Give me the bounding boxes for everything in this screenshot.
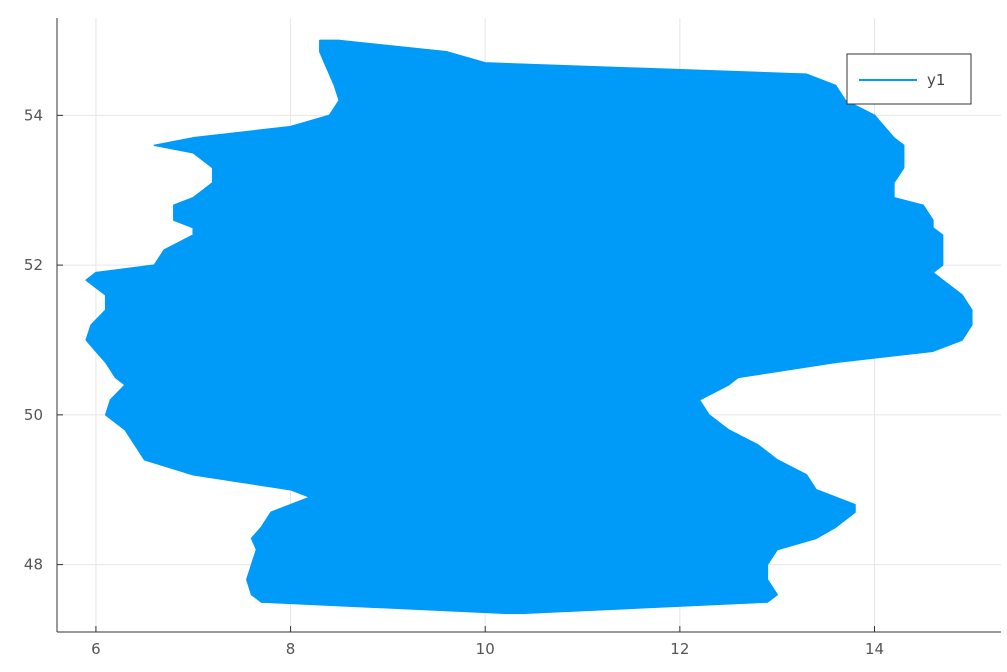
- x-tick-label: 12: [670, 640, 689, 658]
- x-tick-label: 8: [286, 640, 296, 658]
- y-tick-label: 52: [24, 256, 43, 274]
- x-tick-label: 10: [476, 640, 495, 658]
- y-tick-label: 48: [24, 556, 43, 574]
- legend: y1: [846, 53, 972, 105]
- ticks: 6 8 10 12 14 48 50 52 54: [24, 106, 884, 658]
- x-tick-label: 6: [91, 640, 101, 658]
- y-tick-label: 54: [24, 106, 43, 124]
- axes: [56, 18, 1001, 633]
- series-layer: [85, 39, 973, 615]
- legend-label: y1: [927, 71, 945, 89]
- y-tick-label: 50: [24, 406, 43, 424]
- x-tick-label: 14: [865, 640, 884, 658]
